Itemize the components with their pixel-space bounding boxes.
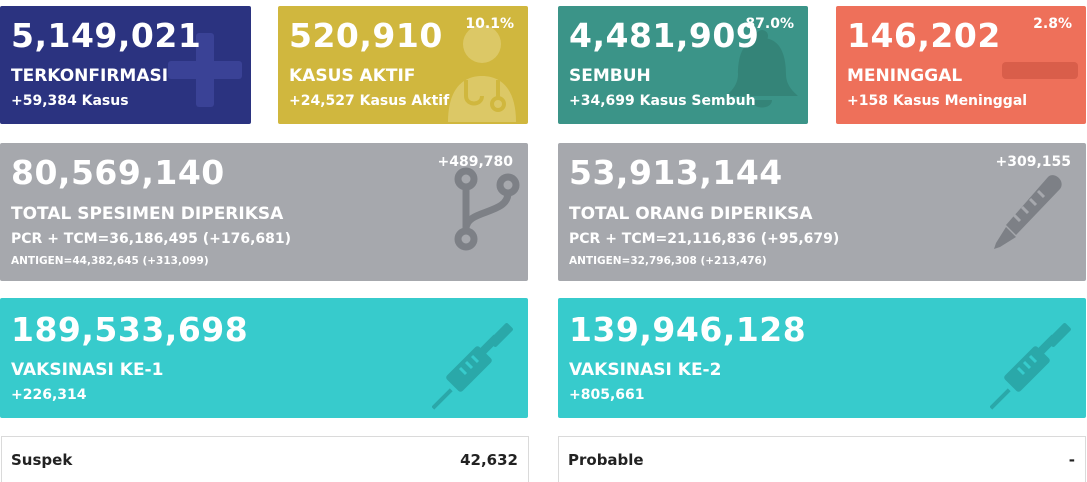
terkonfirmasi-value: 5,149,021 xyxy=(11,16,202,55)
vaksinasi-2-label: VAKSINASI KE-2 xyxy=(569,360,722,380)
card-kasus-aktif: 520,910 10.1% KASUS AKTIF +24,527 Kasus … xyxy=(278,6,528,124)
kasus-aktif-sub: +24,527 Kasus Aktif xyxy=(289,93,450,109)
sembuh-sub: +34,699 Kasus Sembuh xyxy=(569,93,756,109)
kasus-aktif-percent: 10.1% xyxy=(465,16,514,32)
suspek-label: Suspek xyxy=(11,451,73,469)
minus-icon xyxy=(1002,62,1078,79)
kasus-aktif-label: KASUS AKTIF xyxy=(289,66,416,86)
probable-label: Probable xyxy=(568,451,644,469)
doctor-icon xyxy=(448,25,516,122)
probable-value: - xyxy=(1068,451,1075,469)
sembuh-label: SEMBUH xyxy=(569,66,651,86)
bell-icon xyxy=(726,30,798,108)
orang-delta: +309,155 xyxy=(995,154,1072,170)
plus-icon xyxy=(168,33,242,107)
suspek-box: Suspek 42,632 xyxy=(1,436,529,482)
suspek-value: 42,632 xyxy=(460,451,518,469)
syringe-icon xyxy=(432,323,513,410)
sembuh-percent: 87.0% xyxy=(745,16,794,32)
vaksinasi-1-sub: +226,314 xyxy=(11,387,87,403)
orang-label: TOTAL ORANG DIPERIKSA xyxy=(569,204,813,224)
meninggal-sub: +158 Kasus Meninggal xyxy=(847,93,1028,109)
kasus-aktif-value: 520,910 xyxy=(289,16,443,55)
vaksinasi-1-label: VAKSINASI KE-1 xyxy=(11,360,164,380)
card-terkonfirmasi: 5,149,021 TERKONFIRMASI +59,384 Kasus xyxy=(0,6,251,124)
card-meninggal: 146,202 2.8% MENINGGAL +158 Kasus Mening… xyxy=(836,6,1086,124)
syringe-icon xyxy=(990,323,1071,410)
orang-pcr: PCR + TCM=21,116,836 (+95,679) xyxy=(569,231,840,247)
card-vaksinasi-2: 139,946,128 VAKSINASI KE-2 +805,661 xyxy=(558,298,1086,418)
vaksinasi-2-sub: +805,661 xyxy=(569,387,645,403)
orang-antigen: ANTIGEN=32,796,308 (+213,476) xyxy=(569,255,767,267)
spesimen-label: TOTAL SPESIMEN DIPERIKSA xyxy=(11,204,284,224)
vaksinasi-1-value: 189,533,698 xyxy=(11,310,249,349)
spesimen-delta: +489,780 xyxy=(437,154,514,170)
card-vaksinasi-1: 189,533,698 VAKSINASI KE-1 +226,314 xyxy=(0,298,528,418)
meninggal-value: 146,202 xyxy=(847,16,1001,55)
terkonfirmasi-label: TERKONFIRMASI xyxy=(11,66,169,86)
terkonfirmasi-sub: +59,384 Kasus xyxy=(11,93,129,109)
branch-icon xyxy=(454,167,520,251)
card-total-spesimen: 80,569,140 +489,780 TOTAL SPESIMEN DIPER… xyxy=(0,143,528,281)
spesimen-pcr: PCR + TCM=36,186,495 (+176,681) xyxy=(11,231,292,247)
spesimen-value: 80,569,140 xyxy=(11,153,225,192)
thermometer-icon xyxy=(994,175,1062,249)
card-sembuh: 4,481,909 87.0% SEMBUH +34,699 Kasus Sem… xyxy=(558,6,808,124)
sembuh-value: 4,481,909 xyxy=(569,16,760,55)
meninggal-percent: 2.8% xyxy=(1033,16,1072,32)
card-total-orang: 53,913,144 +309,155 TOTAL ORANG DIPERIKS… xyxy=(558,143,1086,281)
meninggal-label: MENINGGAL xyxy=(847,66,963,86)
orang-value: 53,913,144 xyxy=(569,153,783,192)
vaksinasi-2-value: 139,946,128 xyxy=(569,310,807,349)
probable-box: Probable - xyxy=(558,436,1086,482)
spesimen-antigen: ANTIGEN=44,382,645 (+313,099) xyxy=(11,255,209,267)
